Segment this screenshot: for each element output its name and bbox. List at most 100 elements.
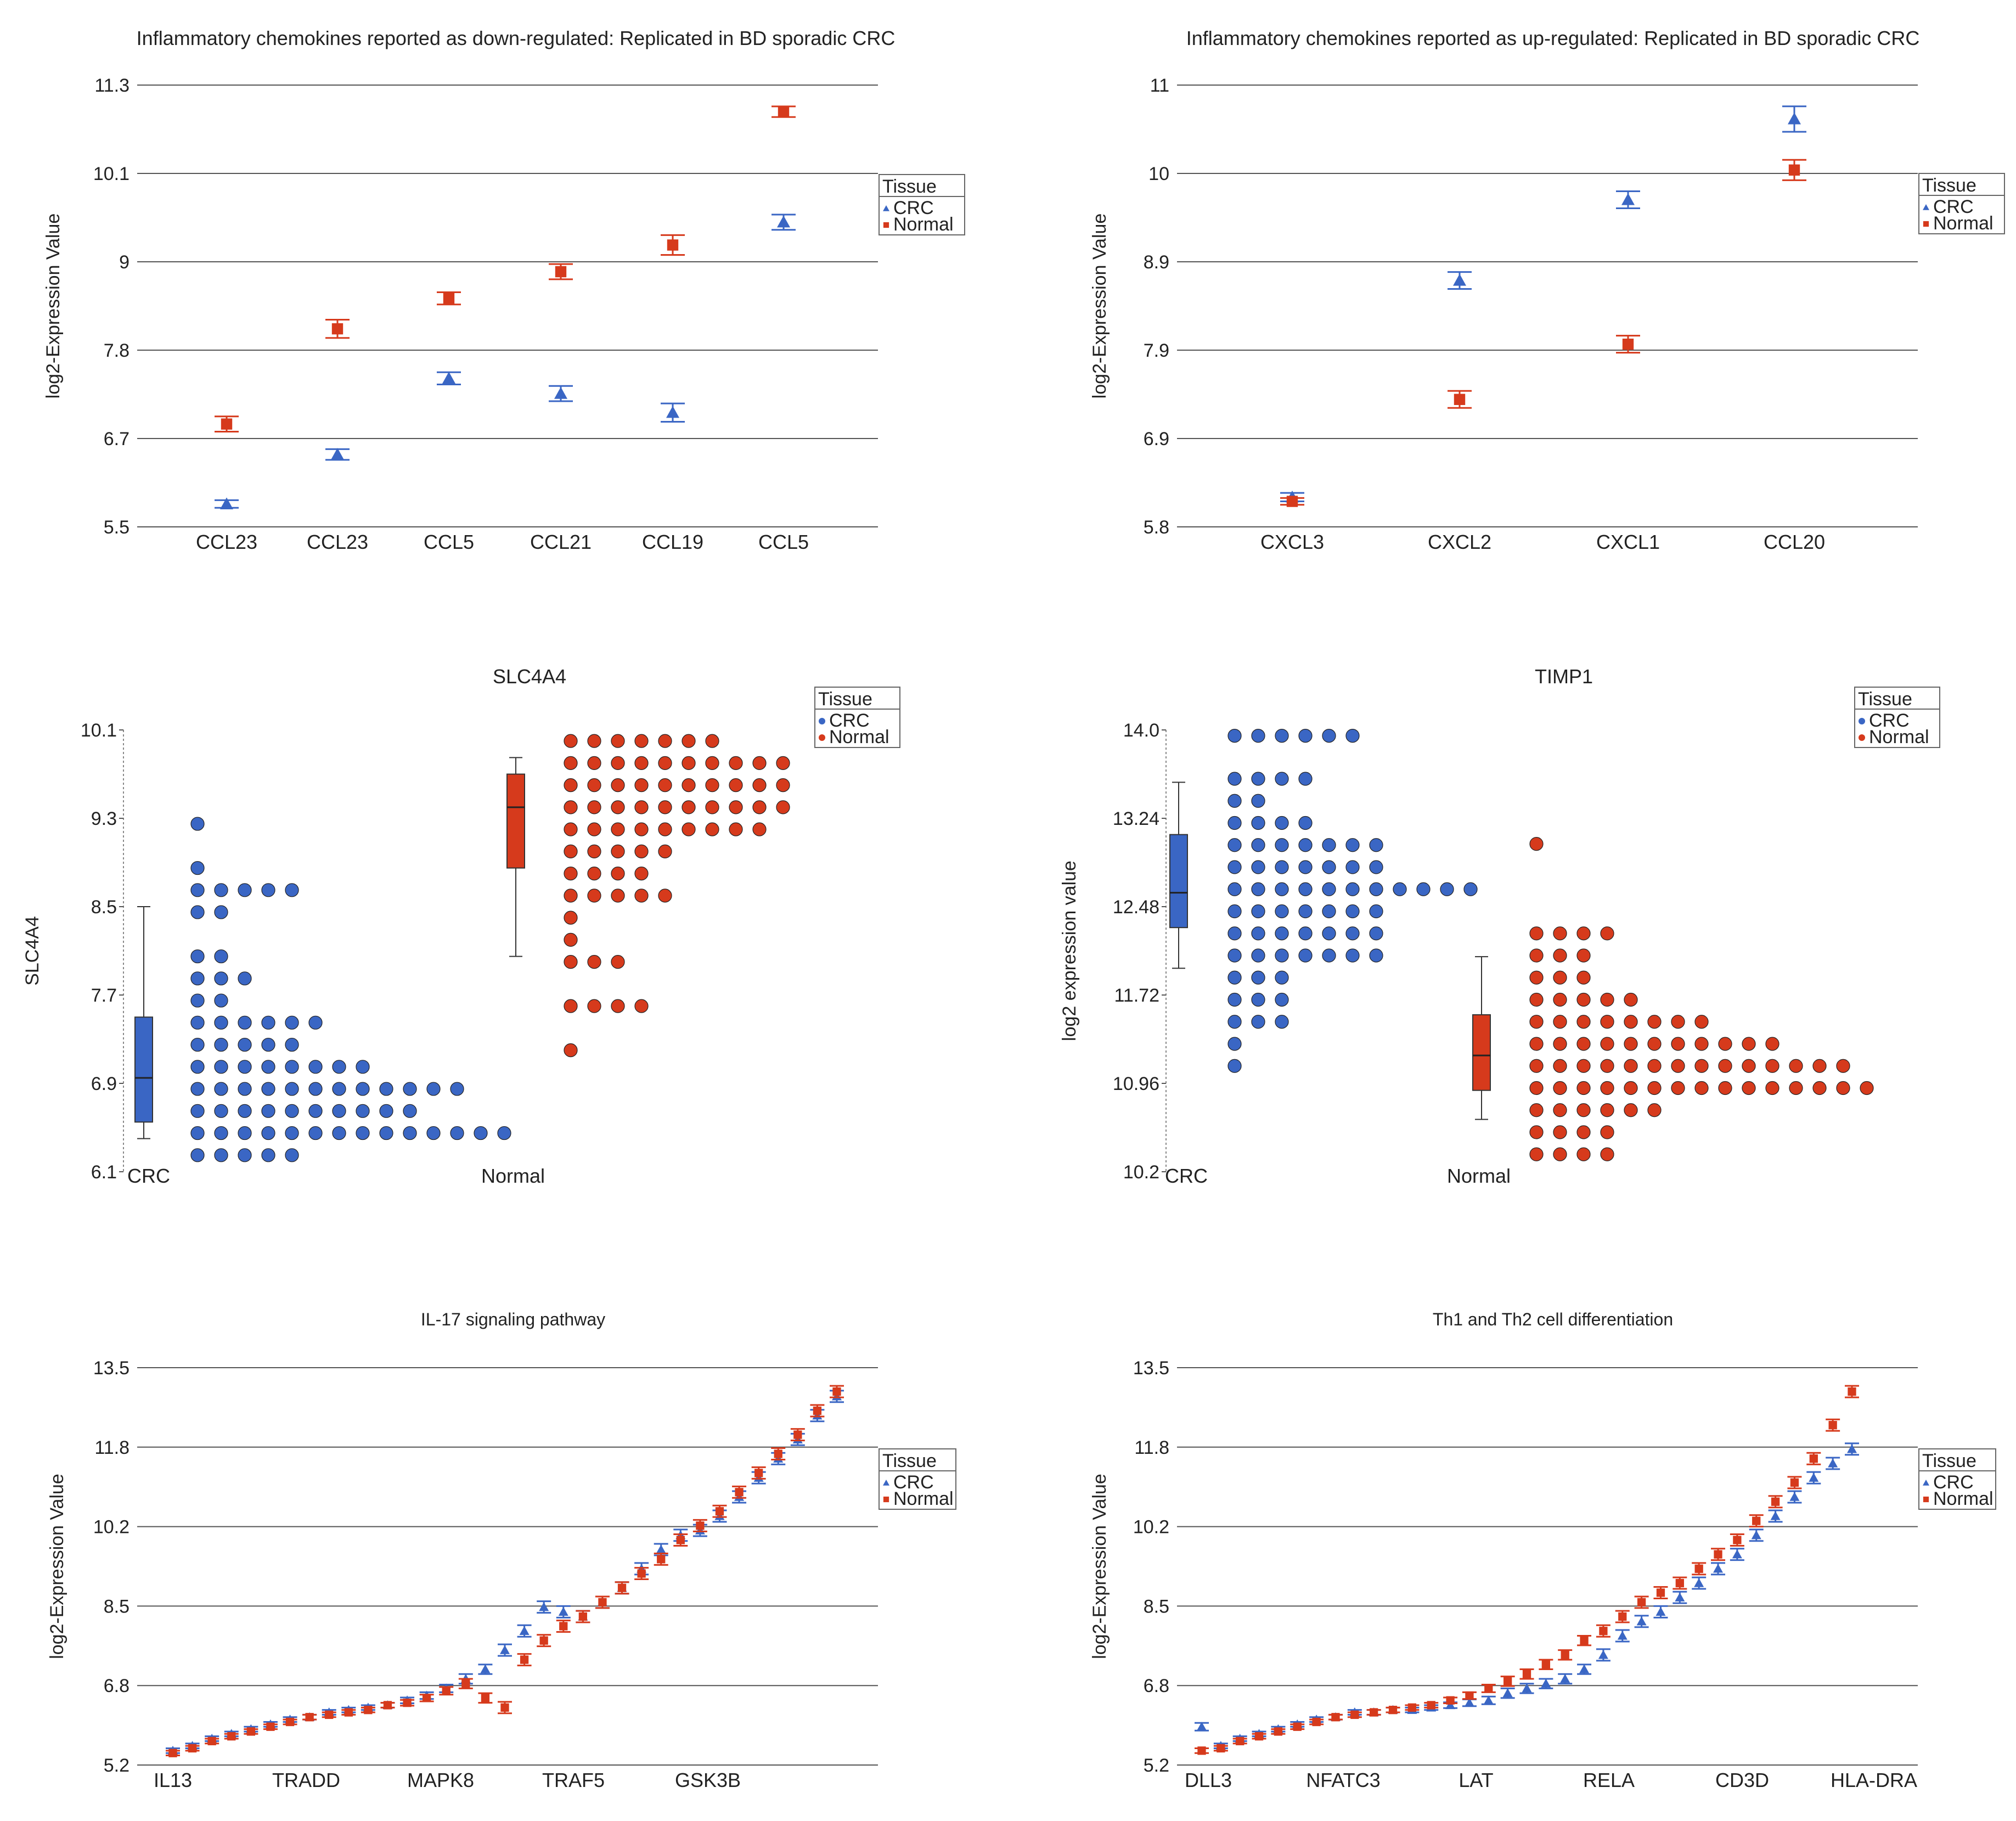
normal-dot bbox=[1529, 1059, 1544, 1073]
normal-point bbox=[168, 1749, 177, 1757]
crc-point bbox=[1828, 1458, 1838, 1468]
normal-dot bbox=[1576, 1037, 1591, 1051]
normal-dot bbox=[1553, 1037, 1567, 1051]
crc-point bbox=[1655, 1606, 1666, 1616]
crc-point bbox=[1713, 1564, 1724, 1573]
x-tick-label: GSK3B bbox=[675, 1769, 741, 1791]
normal-point bbox=[1503, 1677, 1512, 1685]
normal-dot bbox=[1765, 1081, 1780, 1095]
y-tick-label: 11.8 bbox=[1134, 1437, 1169, 1458]
normal-point bbox=[1236, 1736, 1244, 1746]
box-iqr bbox=[506, 773, 525, 869]
normal-point bbox=[1561, 1650, 1569, 1660]
crc-dot bbox=[426, 1126, 441, 1140]
crc-dot bbox=[261, 1082, 275, 1096]
crc-dot bbox=[1345, 860, 1360, 874]
normal-point bbox=[1733, 1536, 1742, 1544]
crc-point bbox=[1788, 112, 1801, 125]
normal-dot bbox=[1624, 1015, 1638, 1029]
crc-dot bbox=[1345, 728, 1360, 743]
legend-marker-crc bbox=[1859, 718, 1865, 724]
x-tick-label: CXCL2 bbox=[1428, 531, 1491, 553]
y-axis-label: log2-Expression Value bbox=[47, 1474, 67, 1659]
panel-th1-th2: Th1 and Th2 cell differentiation log2-Exp… bbox=[1089, 1309, 1996, 1791]
chart-title: IL-17 signaling pathway bbox=[421, 1309, 605, 1329]
crc-dot bbox=[1227, 794, 1242, 808]
x-tick-label: CCL5 bbox=[758, 531, 809, 553]
normal-point bbox=[1427, 1701, 1435, 1710]
normal-dot bbox=[705, 778, 719, 793]
normal-dot bbox=[1553, 1125, 1567, 1139]
crc-dot bbox=[1227, 992, 1242, 1007]
crc-dot bbox=[308, 1060, 323, 1074]
x-tick-label: TRADD bbox=[272, 1769, 340, 1791]
crc-dot bbox=[190, 861, 205, 875]
crc-dot bbox=[285, 883, 299, 897]
panel-timp1: TIMP1 log2 expression value 14.0 13.24 12.48… bbox=[1059, 665, 1940, 1187]
crc-dot bbox=[238, 971, 252, 986]
crc-dot bbox=[1369, 904, 1383, 919]
normal-point bbox=[1580, 1636, 1589, 1645]
normal-point bbox=[1454, 394, 1466, 405]
normal-dot bbox=[1671, 1081, 1685, 1095]
normal-point bbox=[696, 1521, 705, 1530]
y-tick-label: 6.9 bbox=[1144, 429, 1169, 449]
crc-dot bbox=[261, 1148, 275, 1162]
x-tick-label: HLA-DRA bbox=[1831, 1769, 1917, 1791]
y-tick-label: 13.5 bbox=[1133, 1358, 1169, 1379]
normal-point bbox=[1254, 1732, 1264, 1741]
y-tick-label: 11.8 bbox=[94, 1437, 129, 1458]
normal-dot bbox=[1576, 1015, 1591, 1029]
normal-dot bbox=[634, 867, 649, 881]
crc-dot bbox=[190, 1082, 205, 1096]
normal-dot bbox=[1529, 1037, 1544, 1051]
normal-dot bbox=[1647, 1081, 1662, 1095]
crc-dot bbox=[261, 1037, 275, 1052]
legend-box bbox=[1918, 1448, 1996, 1510]
crc-dot bbox=[214, 883, 228, 897]
crc-dot bbox=[190, 1060, 205, 1074]
normal-point bbox=[793, 1430, 802, 1439]
crc-point bbox=[1197, 1722, 1207, 1731]
crc-dot bbox=[1322, 860, 1336, 874]
crc-dot bbox=[1227, 926, 1242, 941]
normal-dot bbox=[564, 1043, 578, 1058]
crc-dot bbox=[1369, 860, 1383, 874]
normal-point bbox=[1541, 1660, 1551, 1669]
x-tick-label: CCL20 bbox=[1764, 531, 1825, 553]
normal-dot bbox=[1600, 1081, 1614, 1095]
crc-dot bbox=[214, 905, 228, 919]
crc-dot bbox=[1298, 728, 1313, 743]
crc-dot bbox=[1345, 882, 1360, 896]
crc-dot bbox=[1298, 838, 1313, 852]
normal-dot bbox=[1647, 1015, 1662, 1029]
legend-title: Tissue bbox=[818, 689, 872, 710]
normal-dot bbox=[564, 778, 578, 793]
normal-point bbox=[305, 1713, 314, 1722]
x-tick-label: CCL5 bbox=[424, 531, 474, 553]
normal-dot bbox=[1553, 992, 1567, 1007]
crc-point bbox=[1770, 1511, 1781, 1520]
crc-dot bbox=[1275, 904, 1289, 919]
legend-box bbox=[879, 174, 965, 235]
normal-point bbox=[555, 266, 567, 278]
normal-dot bbox=[1553, 1059, 1567, 1073]
normal-dot bbox=[1576, 970, 1591, 985]
crc-dot bbox=[285, 1148, 299, 1162]
crc-dot bbox=[1322, 904, 1336, 919]
normal-point bbox=[481, 1694, 490, 1702]
normal-dot bbox=[1553, 948, 1567, 963]
normal-dot bbox=[682, 756, 696, 770]
crc-dot bbox=[1298, 772, 1313, 786]
crc-point bbox=[220, 497, 233, 509]
normal-dot bbox=[564, 800, 578, 814]
crc-dot bbox=[308, 1104, 323, 1118]
crc-point bbox=[1502, 1688, 1513, 1698]
crc-dot bbox=[450, 1126, 464, 1140]
crc-dot bbox=[1275, 728, 1289, 743]
legend-marker-normal bbox=[1923, 1496, 1929, 1503]
normal-dot bbox=[634, 756, 649, 770]
normal-point bbox=[1618, 1612, 1627, 1621]
normal-dot bbox=[658, 889, 672, 903]
normal-dot bbox=[611, 778, 625, 793]
